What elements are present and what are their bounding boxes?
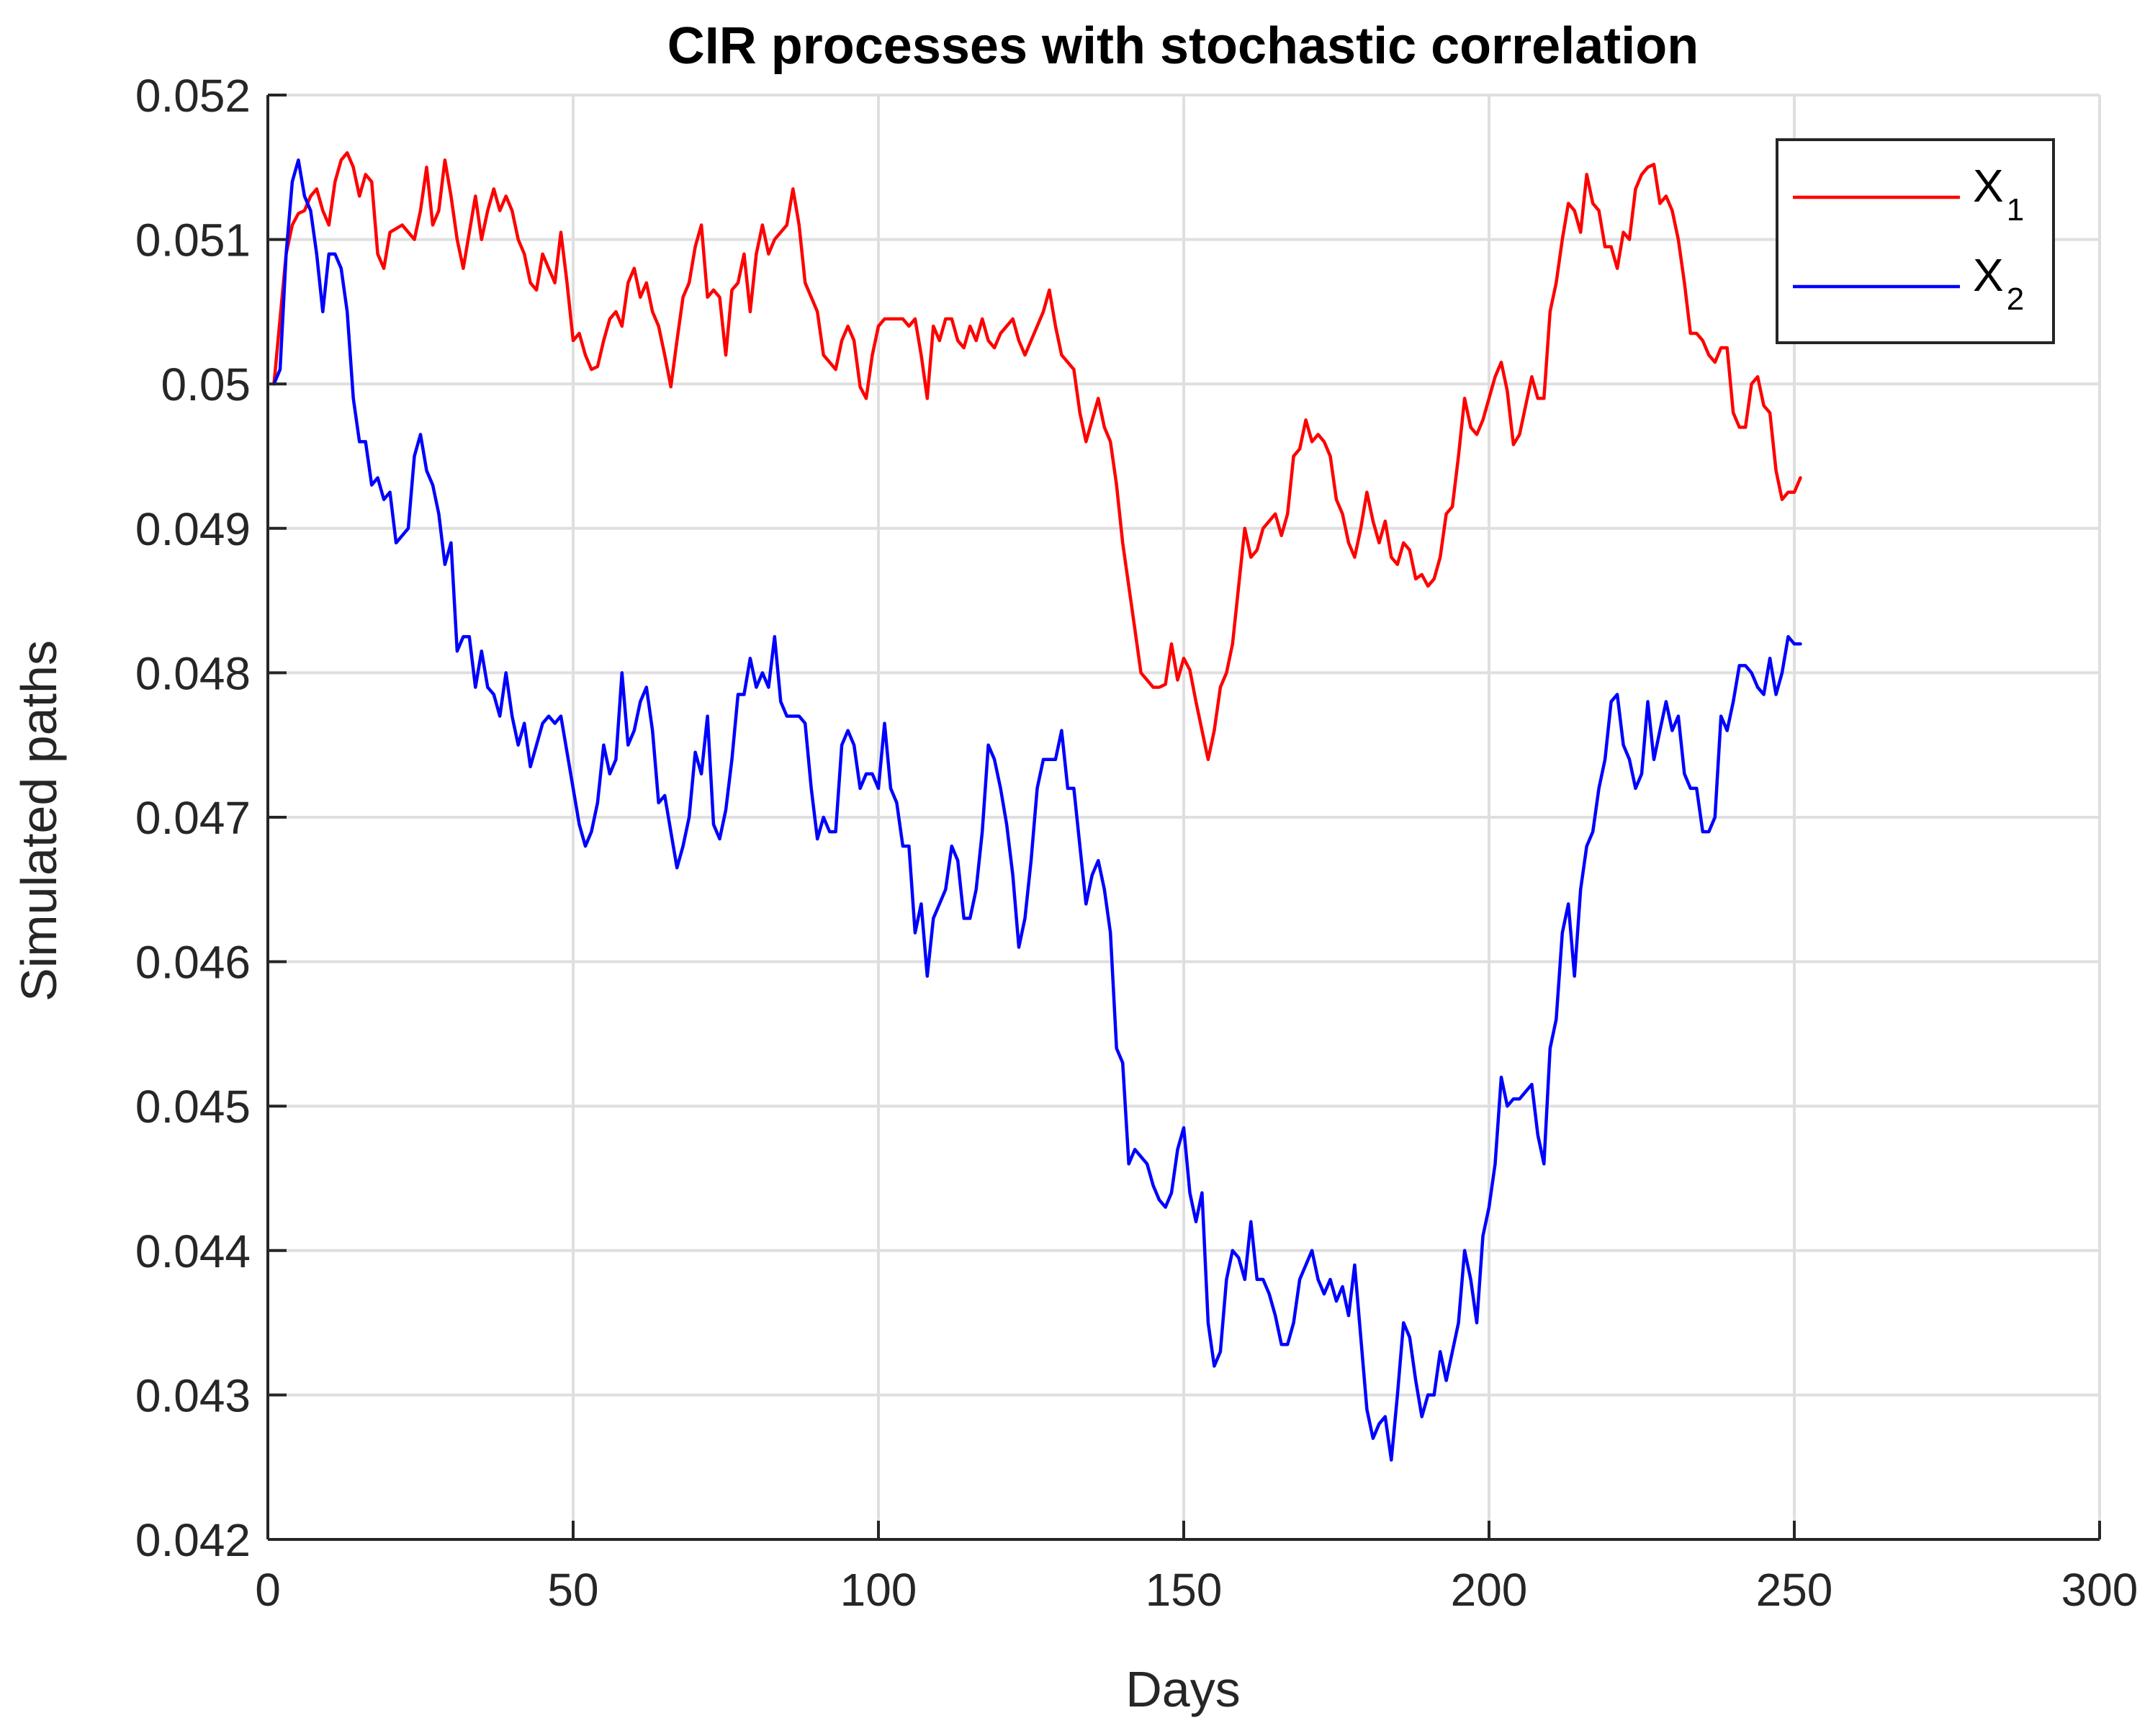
- legend-box: [1776, 138, 2055, 344]
- tick-labels: 0 50 100 150 200 250 300 0.042 0.043 0.044 0.045 0.…: [135, 70, 2138, 1616]
- y-tick-label-1: 0.043: [135, 1370, 251, 1421]
- axes: [266, 94, 2101, 1541]
- legend: X1 X2: [1776, 138, 2055, 344]
- x-tick-label-3: 150: [1146, 1564, 1223, 1616]
- y-tick-label-3: 0.045: [135, 1081, 251, 1133]
- y-tick-label-4: 0.046: [135, 937, 251, 989]
- x-tick-label-1: 50: [547, 1564, 598, 1616]
- y-axis-label: Simulated paths: [11, 640, 67, 1002]
- x-axis-label: Days: [1125, 1661, 1240, 1717]
- y-tick-label-2: 0.044: [135, 1225, 251, 1277]
- y-tick-label-8: 0.05: [161, 359, 251, 410]
- plot-series: [272, 150, 1802, 1462]
- series-line-x2: [272, 158, 1802, 1462]
- legend-label-x1: X1: [1973, 160, 2024, 228]
- x-tick-label-0: 0: [255, 1564, 281, 1616]
- x-tick-label-5: 250: [1756, 1564, 1833, 1616]
- y-tick-label-6: 0.048: [135, 647, 251, 699]
- x-tick-label-2: 100: [840, 1564, 917, 1616]
- y-tick-label-7: 0.049: [135, 503, 251, 555]
- legend-label-x2: X2: [1973, 249, 2024, 317]
- chart-title: CIR processes with stochastic correlatio…: [667, 17, 1699, 75]
- y-tick-label-10: 0.052: [135, 70, 251, 122]
- y-tick-label-0: 0.042: [135, 1514, 251, 1566]
- series-line-x1: [272, 150, 1802, 762]
- x-tick-label-4: 200: [1451, 1564, 1528, 1616]
- y-tick-label-5: 0.047: [135, 792, 251, 844]
- x-tick-label-6: 300: [2061, 1564, 2138, 1616]
- y-tick-label-9: 0.051: [135, 215, 251, 266]
